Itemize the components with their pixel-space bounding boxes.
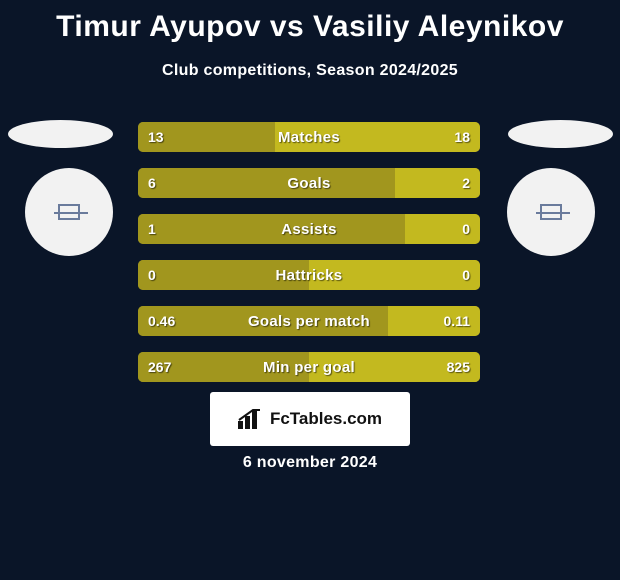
country-flag-placeholder-right [508, 120, 613, 148]
stat-row: 1318Matches [138, 122, 480, 152]
stat-bar-left [138, 168, 395, 198]
footer-date: 6 november 2024 [0, 454, 620, 472]
stat-bar-right [309, 260, 480, 290]
stat-bar-left [138, 122, 275, 152]
stat-bar-left [138, 260, 309, 290]
image-placeholder-icon [58, 204, 80, 220]
stat-bar-left [138, 352, 309, 382]
stat-bar-right [395, 168, 481, 198]
stat-bar-right [405, 214, 480, 244]
brand-box: FcTables.com [210, 392, 410, 446]
image-placeholder-icon [540, 204, 562, 220]
comparison-infographic: Timur Ayupov vs Vasiliy Aleynikov Club c… [0, 0, 620, 580]
brand-bars-icon [238, 409, 264, 429]
stat-row: 62Goals [138, 168, 480, 198]
player-left [0, 120, 120, 256]
club-badge-placeholder-left [25, 168, 113, 256]
stat-bar-right [275, 122, 480, 152]
subtitle: Club competitions, Season 2024/2025 [0, 62, 620, 80]
club-badge-placeholder-right [507, 168, 595, 256]
stat-row: 10Assists [138, 214, 480, 244]
player-right [500, 120, 620, 256]
stat-bar-right [309, 352, 480, 382]
page-title: Timur Ayupov vs Vasiliy Aleynikov [0, 0, 620, 44]
stat-bar-right [388, 306, 480, 336]
country-flag-placeholder-left [8, 120, 113, 148]
stat-row: 267825Min per goal [138, 352, 480, 382]
comparison-bars: 1318Matches 62Goals 10Assists 00Hattricks 0.… [138, 122, 480, 398]
stat-row: 00Hattricks [138, 260, 480, 290]
stat-row: 0.460.11Goals per match [138, 306, 480, 336]
stat-bar-left [138, 306, 388, 336]
brand-text: FcTables.com [270, 409, 382, 429]
stat-bar-left [138, 214, 405, 244]
